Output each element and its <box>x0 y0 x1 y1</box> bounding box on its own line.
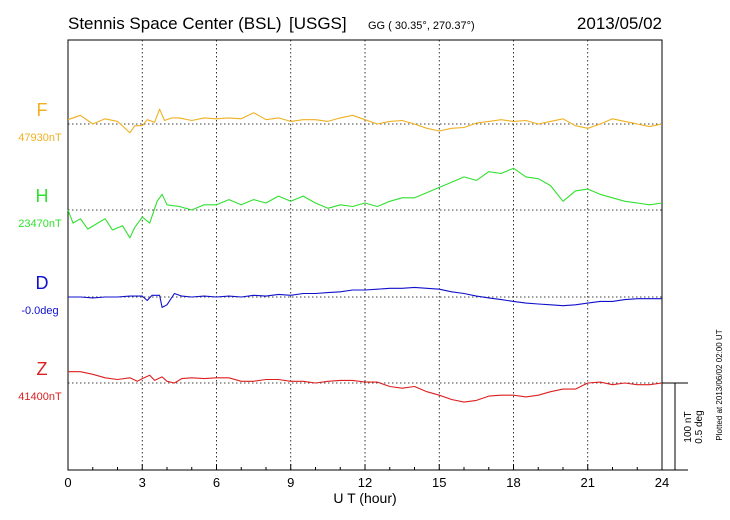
x-tick-label: 6 <box>213 475 220 490</box>
x-tick-label: 9 <box>287 475 294 490</box>
series-line-z <box>68 371 663 403</box>
series-labels: F 47930nT H 23470nT D -0.0deg Z 41400nT <box>18 100 62 403</box>
date-label: 2013/05/02 <box>577 14 662 33</box>
scale-nt-label: 100 nT <box>683 411 694 442</box>
series-line-d <box>68 286 662 308</box>
series-lines <box>67 108 663 403</box>
series-line-h <box>67 167 663 239</box>
x-tick-label: 21 <box>581 475 595 490</box>
x-tick-label: 24 <box>655 475 669 490</box>
series-name-d: D <box>36 273 49 293</box>
series-name-f: F <box>37 100 48 120</box>
coordinates-label: GG ( 30.35°, 270.37°) <box>368 20 475 32</box>
x-axis-ticks: 0 3 6 9 12 15 18 21 24 <box>64 464 669 490</box>
scale-deg-label: 0.5 deg <box>694 410 705 443</box>
x-tick-label: 0 <box>64 475 71 490</box>
x-axis-label: U T (hour) <box>333 490 396 506</box>
scale-bar <box>662 382 688 471</box>
grid <box>141 40 589 470</box>
series-baseline-f: 47930nT <box>18 132 62 144</box>
series-name-h: H <box>36 186 49 206</box>
baselines <box>68 123 662 384</box>
x-tick-label: 18 <box>506 475 520 490</box>
series-baseline-z: 41400nT <box>18 391 62 403</box>
plotted-at-label: Plotted at 2013/06/02 02:00 UT <box>715 329 724 440</box>
x-tick-label: 3 <box>139 475 146 490</box>
series-baseline-h: 23470nT <box>18 218 62 230</box>
x-tick-label: 12 <box>358 475 372 490</box>
network-label: [USGS] <box>289 14 347 33</box>
x-tick-label: 15 <box>432 475 446 490</box>
series-line-f <box>67 108 663 134</box>
series-baseline-d: -0.0deg <box>21 305 58 317</box>
station-title: Stennis Space Center (BSL) <box>68 14 282 33</box>
series-name-z: Z <box>37 359 48 379</box>
